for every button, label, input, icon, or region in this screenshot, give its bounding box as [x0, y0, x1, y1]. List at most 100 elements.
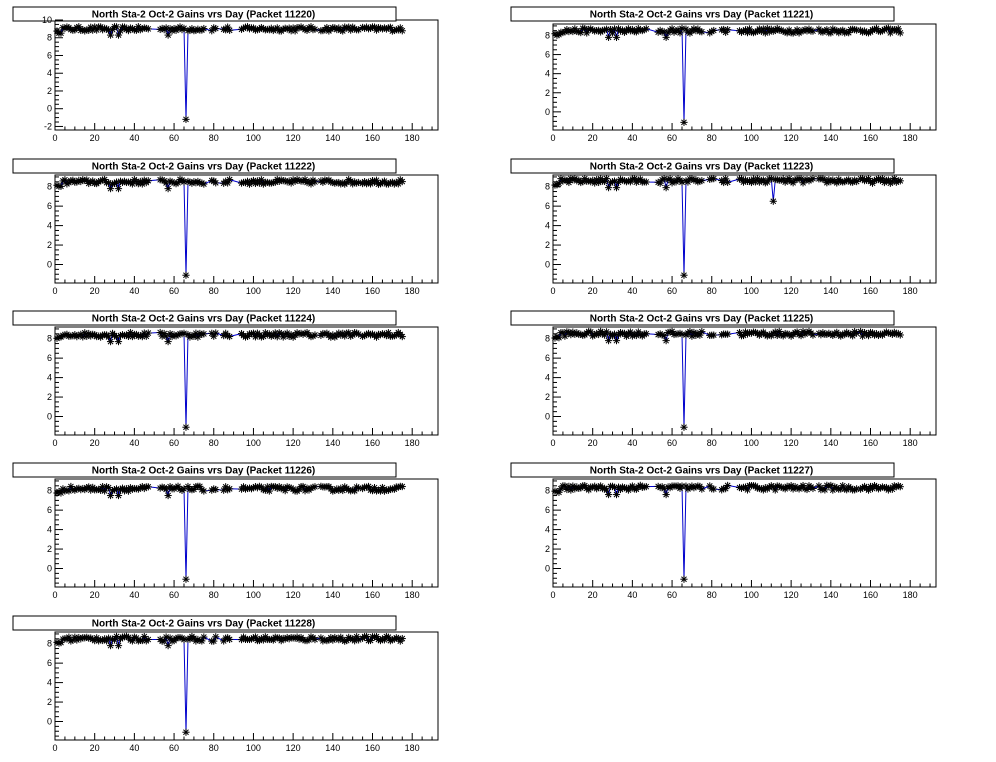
y-tick-label: 8	[47, 334, 52, 344]
y-tick-label: 4	[47, 525, 52, 535]
x-tick-label: 40	[129, 438, 139, 448]
data-point	[698, 177, 706, 185]
data-point	[311, 635, 319, 644]
data-point	[182, 728, 190, 736]
x-tick-label: 40	[129, 133, 139, 143]
y-tick-label: 8	[47, 182, 52, 192]
data-point	[642, 330, 650, 338]
data-point	[864, 332, 873, 340]
data-point	[724, 26, 732, 34]
y-tick-label: 8	[47, 639, 52, 649]
y-tick-label: -2	[44, 121, 52, 131]
x-tick-label: 140	[325, 133, 340, 143]
x-tick-label: 160	[863, 133, 878, 143]
data-point	[612, 337, 621, 345]
x-tick-label: 0	[550, 133, 555, 143]
x-tick-label: 40	[627, 438, 637, 448]
x-tick-label: 60	[667, 286, 677, 296]
x-tick-label: 120	[286, 286, 301, 296]
data-point	[114, 337, 123, 346]
y-tick-label: 8	[545, 486, 550, 496]
x-tick-label: 0	[52, 438, 57, 448]
series-line	[554, 484, 901, 580]
x-tick-label: 100	[744, 286, 759, 296]
x-tick-label: 180	[405, 286, 420, 296]
y-tick-label: 6	[545, 353, 550, 363]
y-tick-label: 4	[47, 373, 52, 383]
data-point	[212, 179, 220, 187]
data-point	[182, 575, 190, 583]
x-tick-label: 160	[863, 286, 878, 296]
y-tick-label: 0	[545, 260, 550, 270]
y-tick-label: 0	[47, 412, 52, 422]
data-point	[642, 178, 650, 186]
x-tick-label: 0	[52, 286, 57, 296]
x-tick-label: 0	[550, 286, 555, 296]
y-tick-label: 2	[47, 86, 52, 96]
data-point	[698, 485, 706, 493]
series-line	[56, 331, 403, 428]
data-point	[311, 25, 319, 33]
y-tick-label: 2	[545, 88, 550, 98]
plot-panel-5: North Sta-2 Oct-2 Gains vrs Day (Packet …	[12, 310, 439, 448]
data-point	[226, 635, 234, 644]
data-point	[724, 481, 732, 490]
x-tick-label: 80	[707, 438, 717, 448]
data-point	[61, 176, 69, 184]
plot-title-box	[510, 158, 895, 174]
data-point	[724, 178, 732, 186]
x-tick-label: 120	[784, 133, 799, 143]
data-point	[114, 642, 123, 650]
plot-panel-4: North Sta-2 Oct-2 Gains vrs Day (Packet …	[510, 158, 937, 296]
data-point	[180, 24, 188, 32]
x-tick-label: 20	[588, 438, 598, 448]
x-tick-label: 160	[365, 286, 380, 296]
plot-frame	[552, 23, 937, 131]
y-tick-label: 4	[545, 525, 550, 535]
y-tick-label: 4	[545, 69, 550, 79]
plot-title: North Sta-2 Oct-2 Gains vrs Day (Packet …	[92, 619, 315, 630]
x-tick-label: 40	[627, 133, 637, 143]
data-point	[162, 485, 170, 493]
y-tick-label: 6	[545, 201, 550, 211]
data-point	[182, 271, 190, 279]
plot-title: North Sta-2 Oct-2 Gains vrs Day (Packet …	[92, 466, 315, 477]
y-tick-label: 2	[545, 392, 550, 402]
data-point	[602, 328, 611, 336]
x-tick-label: 180	[405, 743, 420, 753]
series-line	[56, 25, 403, 120]
data-point	[106, 31, 115, 39]
y-tick-label: 4	[47, 221, 52, 231]
y-tick-label: 4	[545, 373, 550, 383]
data-point	[200, 24, 208, 33]
y-tick-label: 6	[545, 505, 550, 515]
x-tick-label: 120	[784, 286, 799, 296]
y-tick-label: 2	[545, 544, 550, 554]
data-point	[144, 25, 152, 33]
data-point	[769, 197, 777, 205]
x-tick-label: 100	[246, 286, 261, 296]
x-tick-label: 160	[863, 590, 878, 600]
x-tick-label: 20	[588, 133, 598, 143]
plot-title-box	[510, 6, 895, 22]
data-point	[226, 485, 234, 493]
x-tick-label: 60	[169, 743, 179, 753]
data-point	[212, 633, 220, 641]
x-tick-label: 100	[246, 590, 261, 600]
plot-panel-9: North Sta-2 Oct-2 Gains vrs Day (Packet …	[12, 615, 439, 753]
data-point	[144, 483, 152, 491]
x-tick-label: 20	[588, 590, 598, 600]
x-tick-label: 160	[365, 590, 380, 600]
y-tick-label: 6	[47, 353, 52, 363]
y-tick-label: 8	[47, 33, 52, 43]
data-point	[662, 490, 670, 499]
y-tick-label: 2	[47, 544, 52, 554]
data-point	[612, 33, 621, 41]
x-tick-label: 120	[286, 133, 301, 143]
x-tick-label: 140	[325, 438, 340, 448]
data-point	[398, 27, 406, 35]
x-tick-label: 140	[823, 590, 838, 600]
y-tick-label: 8	[47, 486, 52, 496]
y-tick-label: 6	[545, 50, 550, 60]
plot-title: North Sta-2 Oct-2 Gains vrs Day (Packet …	[590, 10, 813, 21]
